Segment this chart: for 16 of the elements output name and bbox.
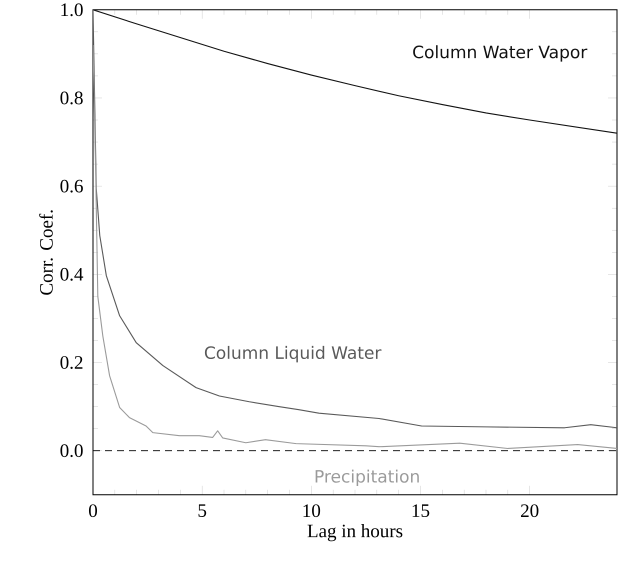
- x-tick-label: 0: [88, 504, 98, 518]
- y-tick-label: 0.2: [60, 356, 82, 370]
- x-tick-label: 15: [412, 504, 430, 518]
- text: Column Water Vapor: [413, 45, 588, 62]
- x-tick-label: 20: [520, 504, 538, 518]
- y-tick-label: 1.0: [61, 3, 83, 16]
- y-tick-label: 0.4: [60, 268, 84, 281]
- series-label: Column Liquid Water: [204, 346, 382, 362]
- series-label: Precipitation: [316, 470, 419, 486]
- y-tick-label: 0.6: [60, 180, 83, 193]
- x-tick-label: 5: [198, 504, 206, 518]
- y-tick-label: 0.8: [60, 92, 83, 105]
- y-axis-title: Corr. Coef.: [39, 210, 53, 295]
- x-tick-label: 10: [303, 504, 320, 518]
- y-tick-label: 0.0: [60, 444, 83, 458]
- x-axis-title: Lag in hours: [308, 524, 402, 542]
